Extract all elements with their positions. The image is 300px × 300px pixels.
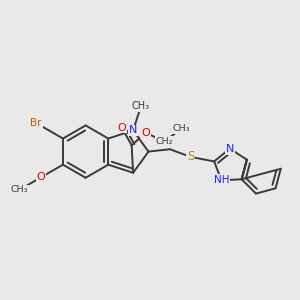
Text: O: O bbox=[118, 123, 126, 133]
Text: CH₃: CH₃ bbox=[11, 185, 28, 194]
Text: N: N bbox=[129, 125, 137, 135]
Text: S: S bbox=[187, 150, 194, 164]
Text: O: O bbox=[141, 128, 150, 138]
Text: O: O bbox=[37, 172, 46, 182]
Text: CH₃: CH₃ bbox=[172, 124, 190, 133]
Text: Br: Br bbox=[30, 118, 42, 128]
Text: NH: NH bbox=[214, 175, 229, 185]
Text: CH₂: CH₂ bbox=[156, 137, 173, 146]
Text: CH₃: CH₃ bbox=[132, 101, 150, 111]
Text: N: N bbox=[226, 144, 234, 154]
